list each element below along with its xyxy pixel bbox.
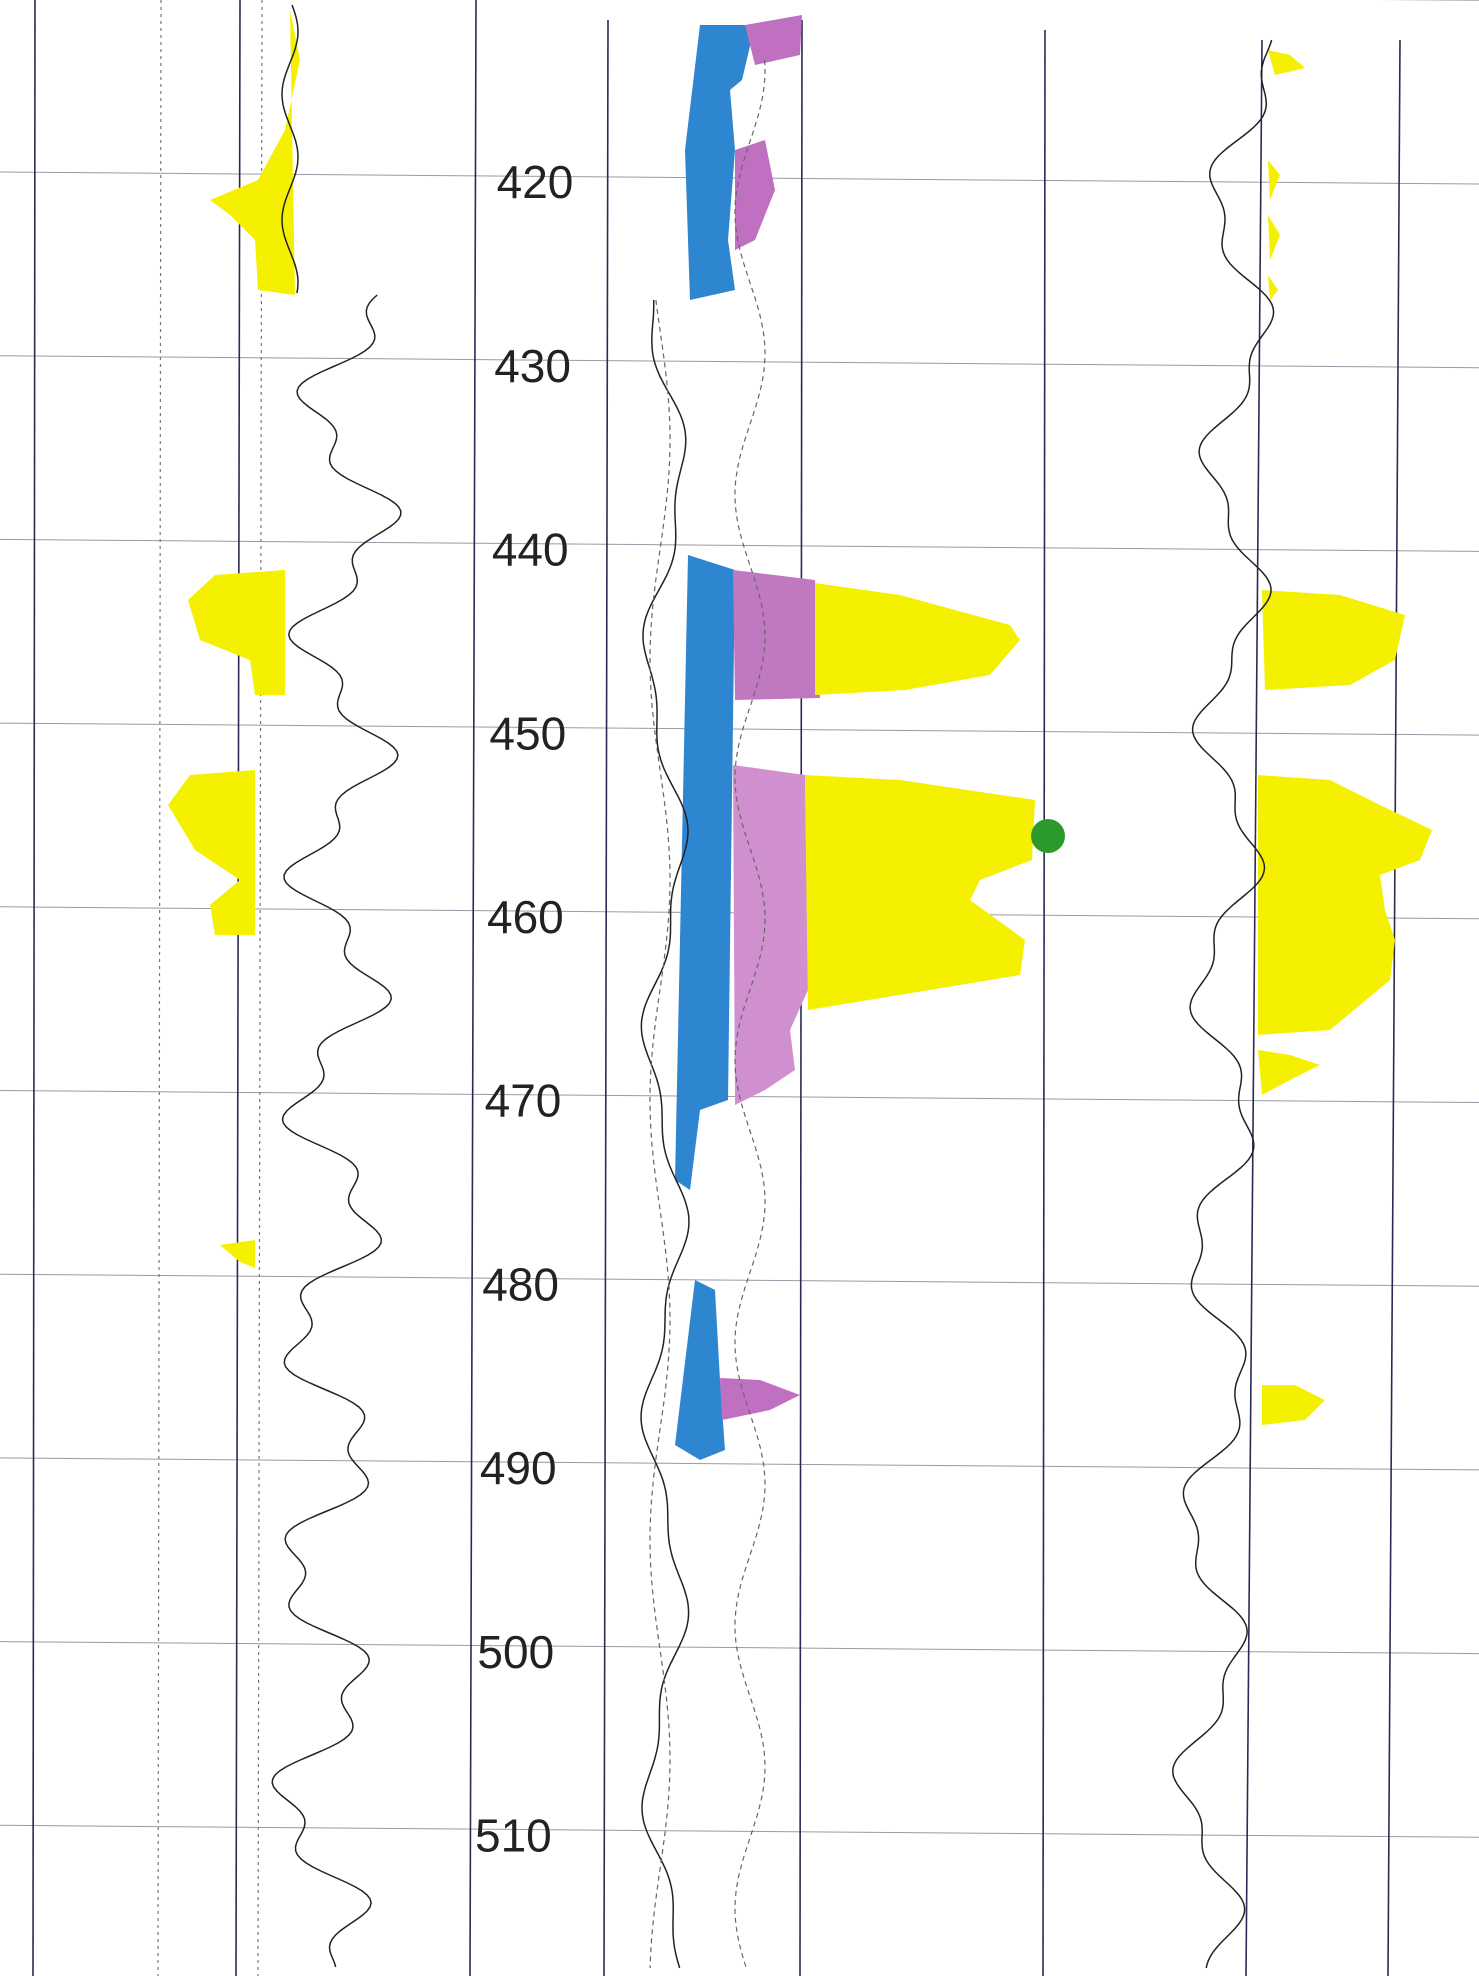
grid-line	[0, 1641, 1479, 1655]
grid-line	[0, 1457, 1479, 1471]
grid-line	[0, 1273, 1479, 1287]
depth-label: 510	[475, 1809, 552, 1861]
fill	[220, 1240, 255, 1268]
marker	[1031, 819, 1065, 853]
depth-label: 430	[494, 340, 571, 392]
track-line	[469, 0, 477, 1976]
track-line	[1387, 39, 1401, 1976]
fill	[675, 1280, 725, 1460]
fill	[685, 25, 755, 300]
fill	[815, 583, 1020, 695]
fill	[735, 15, 802, 250]
fill	[675, 555, 735, 1190]
depth-label: 440	[492, 524, 569, 576]
depth-label: 470	[485, 1075, 562, 1127]
log-curve	[271, 294, 402, 1968]
depth-label: 450	[489, 707, 566, 759]
fill	[805, 775, 1035, 1010]
depth-label: 480	[482, 1258, 559, 1310]
fill	[720, 1378, 800, 1420]
fill	[210, 10, 300, 295]
fill	[1262, 590, 1405, 690]
depth-label: 460	[487, 891, 564, 943]
track-line	[157, 0, 162, 1976]
depth-label: 490	[480, 1442, 557, 1494]
grid-line	[0, 722, 1479, 736]
depth-labels: 420 430 440 450 460 470 480 490 500 510	[475, 156, 573, 1861]
log-curve	[640, 299, 690, 1969]
fill	[168, 770, 255, 935]
fills	[168, 10, 1432, 1460]
track-line	[235, 0, 241, 1976]
track-line	[32, 0, 36, 1976]
depth-label: 420	[497, 156, 574, 208]
log-curve	[649, 299, 671, 1969]
track-line	[257, 0, 263, 1976]
log-curve	[281, 4, 299, 294]
fill	[1258, 775, 1432, 1035]
track-lines	[32, 0, 1401, 1976]
grid-line	[0, 538, 1479, 552]
curves	[271, 4, 1275, 1969]
log-curve	[734, 59, 766, 1969]
depth-label: 500	[477, 1626, 554, 1678]
log-curve	[1172, 39, 1275, 1969]
grid-line	[0, 1824, 1479, 1838]
fill	[1258, 1050, 1325, 1425]
fill	[733, 765, 808, 1105]
track-line	[1042, 29, 1046, 1976]
fill	[188, 570, 285, 695]
track-line	[603, 19, 609, 1976]
track-line	[1245, 39, 1263, 1976]
grid-line	[0, 355, 1479, 369]
fill	[1268, 50, 1305, 300]
fill	[733, 570, 820, 700]
